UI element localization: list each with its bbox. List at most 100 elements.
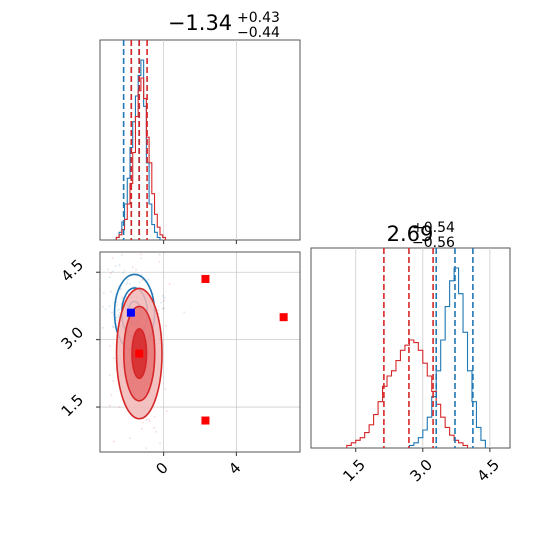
joint-sample-point: [119, 249, 121, 251]
joint-extra-point: [201, 416, 210, 425]
joint-y-tick-label: 4.5: [58, 256, 88, 286]
joint-sample-point: [118, 264, 121, 267]
marginal-p2-hist-series-1: [346, 339, 469, 448]
marginal-p2-title: 2.69: [387, 222, 434, 246]
joint-sample-point: [108, 276, 111, 279]
marginal-p1-title: −1.34: [168, 11, 232, 35]
joint-sample-point: [121, 296, 123, 299]
joint-sample-point: [131, 266, 134, 269]
joint-sample-point: [153, 416, 156, 418]
joint-sample-point: [97, 320, 99, 322]
joint-sample-point: [118, 312, 121, 314]
joint-sample-point: [141, 427, 143, 430]
joint-sample-point: [127, 278, 129, 281]
marginal-p1-hist-series-1: [115, 77, 167, 240]
joint-sample-point: [111, 325, 114, 328]
joint-sample-point: [111, 270, 114, 273]
joint-sample-point: [109, 374, 111, 377]
joint-sample-point: [114, 264, 117, 267]
joint-sample-point: [113, 357, 115, 360]
joint-sample-point: [102, 326, 104, 329]
marginal-p1-ticks: [163, 240, 237, 244]
joint-x-tick-label: 4: [225, 459, 244, 478]
joint-sample-point: [126, 281, 129, 284]
marginal-p2-ticks: 1.5 3.0 4.5: [339, 448, 503, 485]
joint-sample-point: [153, 426, 156, 429]
joint-sample-point: [154, 430, 157, 433]
joint-sample-point: [120, 288, 123, 290]
marginal-p2-tick-label: 4.5: [474, 456, 504, 486]
joint-sample-point: [109, 404, 112, 407]
joint-y-tick-label: 1.5: [58, 391, 88, 421]
joint-sample-point: [101, 305, 104, 308]
joint-sample-point: [117, 309, 119, 312]
joint-sample-point: [103, 292, 105, 295]
joint-sample-point: [117, 314, 119, 317]
joint-sample-point: [122, 271, 125, 274]
joint-series-marker: [126, 308, 135, 317]
joint-sample-point: [148, 418, 150, 421]
marginal-p1-panel: −1.34 +0.43 −0.44: [99, 10, 301, 244]
joint-sample-point: [112, 326, 115, 329]
joint-sample-point: [161, 248, 163, 250]
joint-sample-point: [112, 380, 115, 382]
joint-sample-point: [115, 301, 118, 304]
joint-sample-point: [125, 283, 128, 286]
joint-sample-point: [161, 307, 164, 310]
joint-sample-point: [135, 268, 137, 271]
joint-sample-point: [164, 388, 167, 391]
joint-sample-point: [158, 253, 161, 256]
joint-sample-point: [165, 410, 168, 413]
marginal-p2-panel: 1.5 3.0 4.5 2.69 +0.54 −0.56: [310, 220, 511, 485]
marginal-p1-title-sub: −0.44: [237, 25, 280, 41]
joint-sample-point: [140, 257, 143, 260]
joint-sample-point: [141, 279, 144, 282]
joint-sample-point: [141, 421, 144, 424]
joint-sample-point: [111, 311, 113, 314]
joint-sample-point: [118, 406, 121, 409]
joint-sample-point: [130, 454, 132, 456]
joint-sample-point: [129, 437, 132, 439]
joint-sample-point: [128, 282, 131, 285]
joint-sample-point: [120, 254, 123, 256]
joint-markers: [126, 274, 288, 425]
joint-sample-point: [141, 463, 143, 465]
joint-sample-point: [89, 376, 91, 378]
joint-sample-point: [110, 272, 112, 274]
joint-sample-point: [145, 447, 148, 449]
marginal-p2-tick-label: 3.0: [406, 456, 436, 486]
joint-sample-point: [117, 308, 120, 311]
joint-sample-point: [109, 290, 112, 293]
joint-series-marker: [135, 349, 144, 358]
joint-sample-point: [104, 308, 107, 311]
joint-frame: [99, 251, 301, 453]
marginal-p2-grid: [355, 248, 491, 448]
joint-sample-point: [123, 269, 126, 272]
joint-extra-point: [201, 274, 210, 283]
joint-sample-point: [112, 440, 115, 443]
joint-sample-point: [183, 311, 186, 314]
joint-sample-point: [107, 268, 109, 271]
joint-sample-point: [116, 316, 118, 319]
joint-sample-point: [160, 301, 163, 304]
joint-y-tick-label: 3.0: [58, 323, 88, 353]
marginal-p1-grid: [163, 40, 237, 240]
joint-sample-point: [140, 253, 142, 256]
joint-sample-point: [148, 420, 151, 423]
marginal-p1-quantiles: [122, 40, 148, 240]
marginal-p2-title-sub: −0.56: [412, 235, 455, 251]
joint-extra-point: [279, 313, 288, 322]
joint-sample-point: [145, 419, 148, 422]
joint-sample-point: [163, 307, 165, 310]
marginal-p1-frame: [99, 39, 301, 241]
joint-y-ticks: 1.5 3.0 4.5: [58, 256, 100, 420]
marginal-p2-title-main: 2.69: [387, 222, 434, 246]
joint-x-tick-label: 0: [152, 459, 171, 478]
joint-sample-point: [165, 324, 167, 327]
marginal-p2-title-sup: +0.54: [412, 220, 455, 236]
marginal-p1-title-sup: +0.43: [237, 10, 280, 26]
joint-sample-point: [116, 304, 119, 307]
